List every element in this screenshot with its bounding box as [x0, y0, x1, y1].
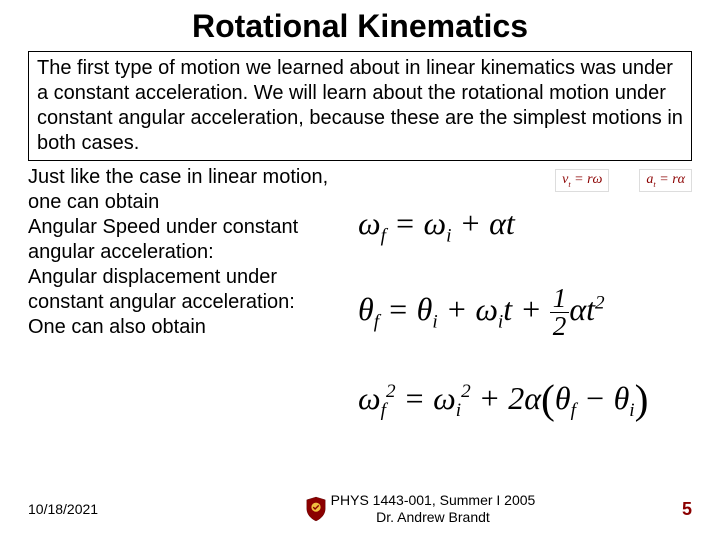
eq3-wi: ω: [433, 380, 456, 416]
eq2-ti: θ: [417, 291, 433, 327]
eq3-wi-sub: i: [456, 400, 461, 421]
eq2-half-num: 1: [550, 285, 570, 313]
eq2-eq: =: [379, 291, 417, 327]
eq2-wi: ω: [475, 291, 498, 327]
eq3-ti: θ: [614, 380, 630, 416]
eq-at: at = rα: [639, 169, 692, 192]
eq3-lparen: (: [541, 376, 555, 422]
right-column: vt = rω at = rα ωf = ωi + αt θf = θi + ω…: [348, 165, 692, 340]
eq1-plus: +: [451, 205, 489, 241]
eq2-t2: t: [586, 291, 595, 327]
shield-icon: [305, 496, 327, 522]
eq3-wf-sup: 2: [386, 381, 396, 402]
equation-omega: ωf = ωi + αt: [358, 205, 515, 247]
eq2-t2-sup: 2: [595, 292, 605, 313]
eq2-plus2: +: [512, 291, 550, 327]
eq3-rparen: ): [635, 376, 649, 422]
intro-paragraph: The first type of motion we learned abou…: [28, 51, 692, 161]
equation-theta: θf = θi + ωit + 12αt2: [358, 285, 605, 340]
eq3-minus: −: [576, 380, 614, 416]
left-p2: Angular Speed under constant angular acc…: [28, 215, 348, 265]
footer-course-line1: PHYS 1443-001, Summer I 2005: [331, 492, 536, 508]
slide-title: Rotational Kinematics: [0, 0, 720, 51]
small-eq-row: vt = rω at = rα: [555, 169, 692, 192]
eq2-t1: t: [503, 291, 512, 327]
eq1-alpha: α: [489, 205, 506, 241]
footer-date: 10/18/2021: [28, 501, 208, 517]
footer-center: PHYS 1443-001, Summer I 2005 Dr. Andrew …: [208, 492, 632, 526]
eq-vt-rhs: = rω: [571, 172, 603, 187]
footer-course-line2: Dr. Andrew Brandt: [376, 509, 490, 525]
eq3-wf-sub: f: [381, 400, 386, 421]
eq3-tf: θ: [555, 380, 571, 416]
eq2-tf: θ: [358, 291, 374, 327]
left-p4: One can also obtain: [28, 315, 348, 340]
eq3-plus: +: [471, 380, 509, 416]
footer-course: PHYS 1443-001, Summer I 2005 Dr. Andrew …: [331, 492, 536, 526]
footer: 10/18/2021 PHYS 1443-001, Summer I 2005 …: [0, 492, 720, 526]
left-p3: Angular displacement under constant angu…: [28, 265, 348, 315]
eq-vt: vt = rω: [555, 169, 609, 192]
eq3-2a: 2α: [508, 380, 541, 416]
equation-omega-sq: ωf2 = ωi2 + 2α(θf − θi): [358, 375, 648, 423]
eq2-half: 12: [550, 285, 570, 340]
eq3-wf: ω: [358, 380, 381, 416]
eq1-t: t: [506, 205, 515, 241]
content-row: Just like the case in linear motion, one…: [0, 165, 720, 340]
eq2-plus1: +: [438, 291, 476, 327]
footer-page-number: 5: [632, 499, 692, 520]
left-column: Just like the case in linear motion, one…: [28, 165, 348, 340]
eq3-eq: =: [396, 380, 434, 416]
left-p1: Just like the case in linear motion, one…: [28, 165, 348, 215]
eq1-wi: ω: [424, 205, 447, 241]
eq2-half-den: 2: [550, 313, 570, 340]
eq1-wf: ω: [358, 205, 381, 241]
eq2-alpha: α: [569, 291, 586, 327]
eq-at-rhs: = rα: [656, 172, 685, 187]
eq1-eq: =: [386, 205, 424, 241]
eq3-wi-sup: 2: [461, 381, 471, 402]
